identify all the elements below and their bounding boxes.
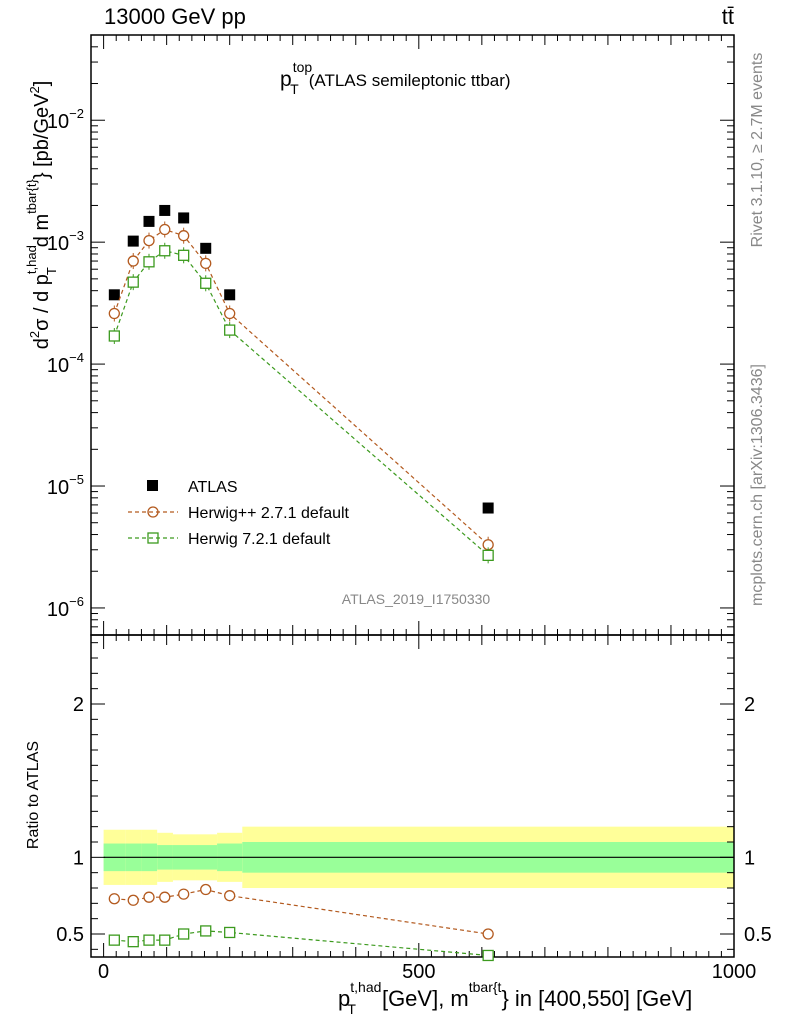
x-tick-label: 500 <box>402 961 435 983</box>
ratio-series <box>108 883 494 962</box>
legend-atlas-marker <box>147 480 158 491</box>
ratio-herwigpp-point <box>159 891 171 903</box>
herwig7-point <box>143 256 155 268</box>
ratio-y-tick-label: 1 <box>73 847 84 869</box>
energy-label: 13000 GeV pp <box>104 4 246 29</box>
x-ticks: 0 500 1000 <box>98 35 756 983</box>
ratio-herwigpp-point <box>200 883 212 896</box>
ratio-axis-label: Ratio to ATLAS <box>25 741 42 849</box>
atlas-point <box>127 235 139 247</box>
herwig7-point <box>108 330 120 342</box>
herwigpp-point <box>127 255 139 267</box>
x-axis-label: pt,had T [GeV], mtbar{t} in [400,550] [GeV… <box>338 979 692 1017</box>
ratio-herwig7-point <box>108 934 120 946</box>
x-tick-label: 0 <box>98 961 109 983</box>
ratio-y-tick-label: 2 <box>73 694 84 716</box>
main-series <box>108 204 494 564</box>
mcplots-label: mcplots.cern.ch [arXiv:1306.3436] <box>749 364 766 606</box>
ratio-herwigpp-point <box>178 888 190 900</box>
legend-herwig7-marker <box>147 532 159 544</box>
herwigpp-point <box>178 230 190 242</box>
ratio-ticks: 0.5 0.5 1 1 2 2 <box>56 642 772 950</box>
ratio-herwig7-point <box>127 936 139 948</box>
ratio-y-tick-label-right: 1 <box>744 847 755 869</box>
ratio-herwig7-point <box>178 928 190 940</box>
atlas-point <box>108 289 120 301</box>
legend-herwigpp-marker <box>147 506 159 518</box>
y-tick-label: 10−2 <box>47 106 84 133</box>
herwig7-point <box>482 549 494 562</box>
series-line-1 <box>113 228 489 546</box>
legend-herwig7-label: Herwig 7.2.1 default <box>188 531 331 548</box>
atlas-point <box>159 204 171 216</box>
x-tick-label: 1000 <box>712 961 757 983</box>
herwigpp-point <box>143 234 155 247</box>
herwig7-point <box>127 276 139 288</box>
plot-title: ptop T (ATLAS semileptonic ttbar) <box>280 59 511 97</box>
atlas-point <box>178 212 190 224</box>
ratio-herwig7-point <box>143 934 155 946</box>
process-label: tt̄ <box>722 4 734 29</box>
ratio-herwigpp-point <box>224 890 236 902</box>
atlas-point <box>482 502 494 514</box>
ratio-y-tick-label-right: 2 <box>744 694 755 716</box>
ratio-plot-frame <box>90 634 735 958</box>
herwigpp-point <box>224 307 236 320</box>
y-tick-label: 10−4 <box>47 350 84 377</box>
y-tick-label: 10−5 <box>47 472 84 499</box>
analysis-watermark: ATLAS_2019_I1750330 <box>342 591 491 607</box>
herwig7-point <box>159 245 171 257</box>
ratio-herwig7-point <box>482 949 494 962</box>
ratio-herwig7-point <box>224 926 236 939</box>
rivet-label: Rivet 3.1.10, ≥ 2.7M events <box>749 53 766 248</box>
atlas-point <box>224 289 236 301</box>
atlas-point <box>200 242 212 254</box>
ratio-herwig7-point <box>159 934 171 946</box>
ratio-herwig7-point <box>200 925 212 937</box>
ratio-y-tick-label-right: 0.5 <box>744 924 772 946</box>
legend: ATLAS Herwig++ 2.7.1 default Herwig 7.2.… <box>128 479 350 548</box>
herwigpp-point <box>159 223 171 236</box>
ratio-y-tick-label: 0.5 <box>56 924 84 946</box>
ratio-uncertainty-bands <box>103 826 734 888</box>
y-tick-label: 10−3 <box>47 228 84 255</box>
legend-atlas-label: ATLAS <box>188 479 238 496</box>
ratio-herwigpp-point <box>143 891 155 903</box>
herwig7-point <box>178 249 190 261</box>
herwig7-point <box>200 277 212 289</box>
herwig7-point <box>224 324 236 336</box>
legend-herwigpp-label: Herwig++ 2.7.1 default <box>188 505 350 522</box>
ratio-herwigpp-point <box>127 894 139 906</box>
ratio-herwigpp-point <box>482 928 494 940</box>
herwigpp-point <box>200 257 212 270</box>
ratio-line-0 <box>114 888 489 935</box>
herwigpp-point <box>108 307 120 320</box>
main-y-ticks: 10−2 10−3 10−4 10−5 10−6 <box>47 34 734 636</box>
ratio-herwigpp-point <box>108 893 120 905</box>
atlas-point <box>143 215 155 227</box>
y-tick-label: 10−6 <box>47 594 84 621</box>
